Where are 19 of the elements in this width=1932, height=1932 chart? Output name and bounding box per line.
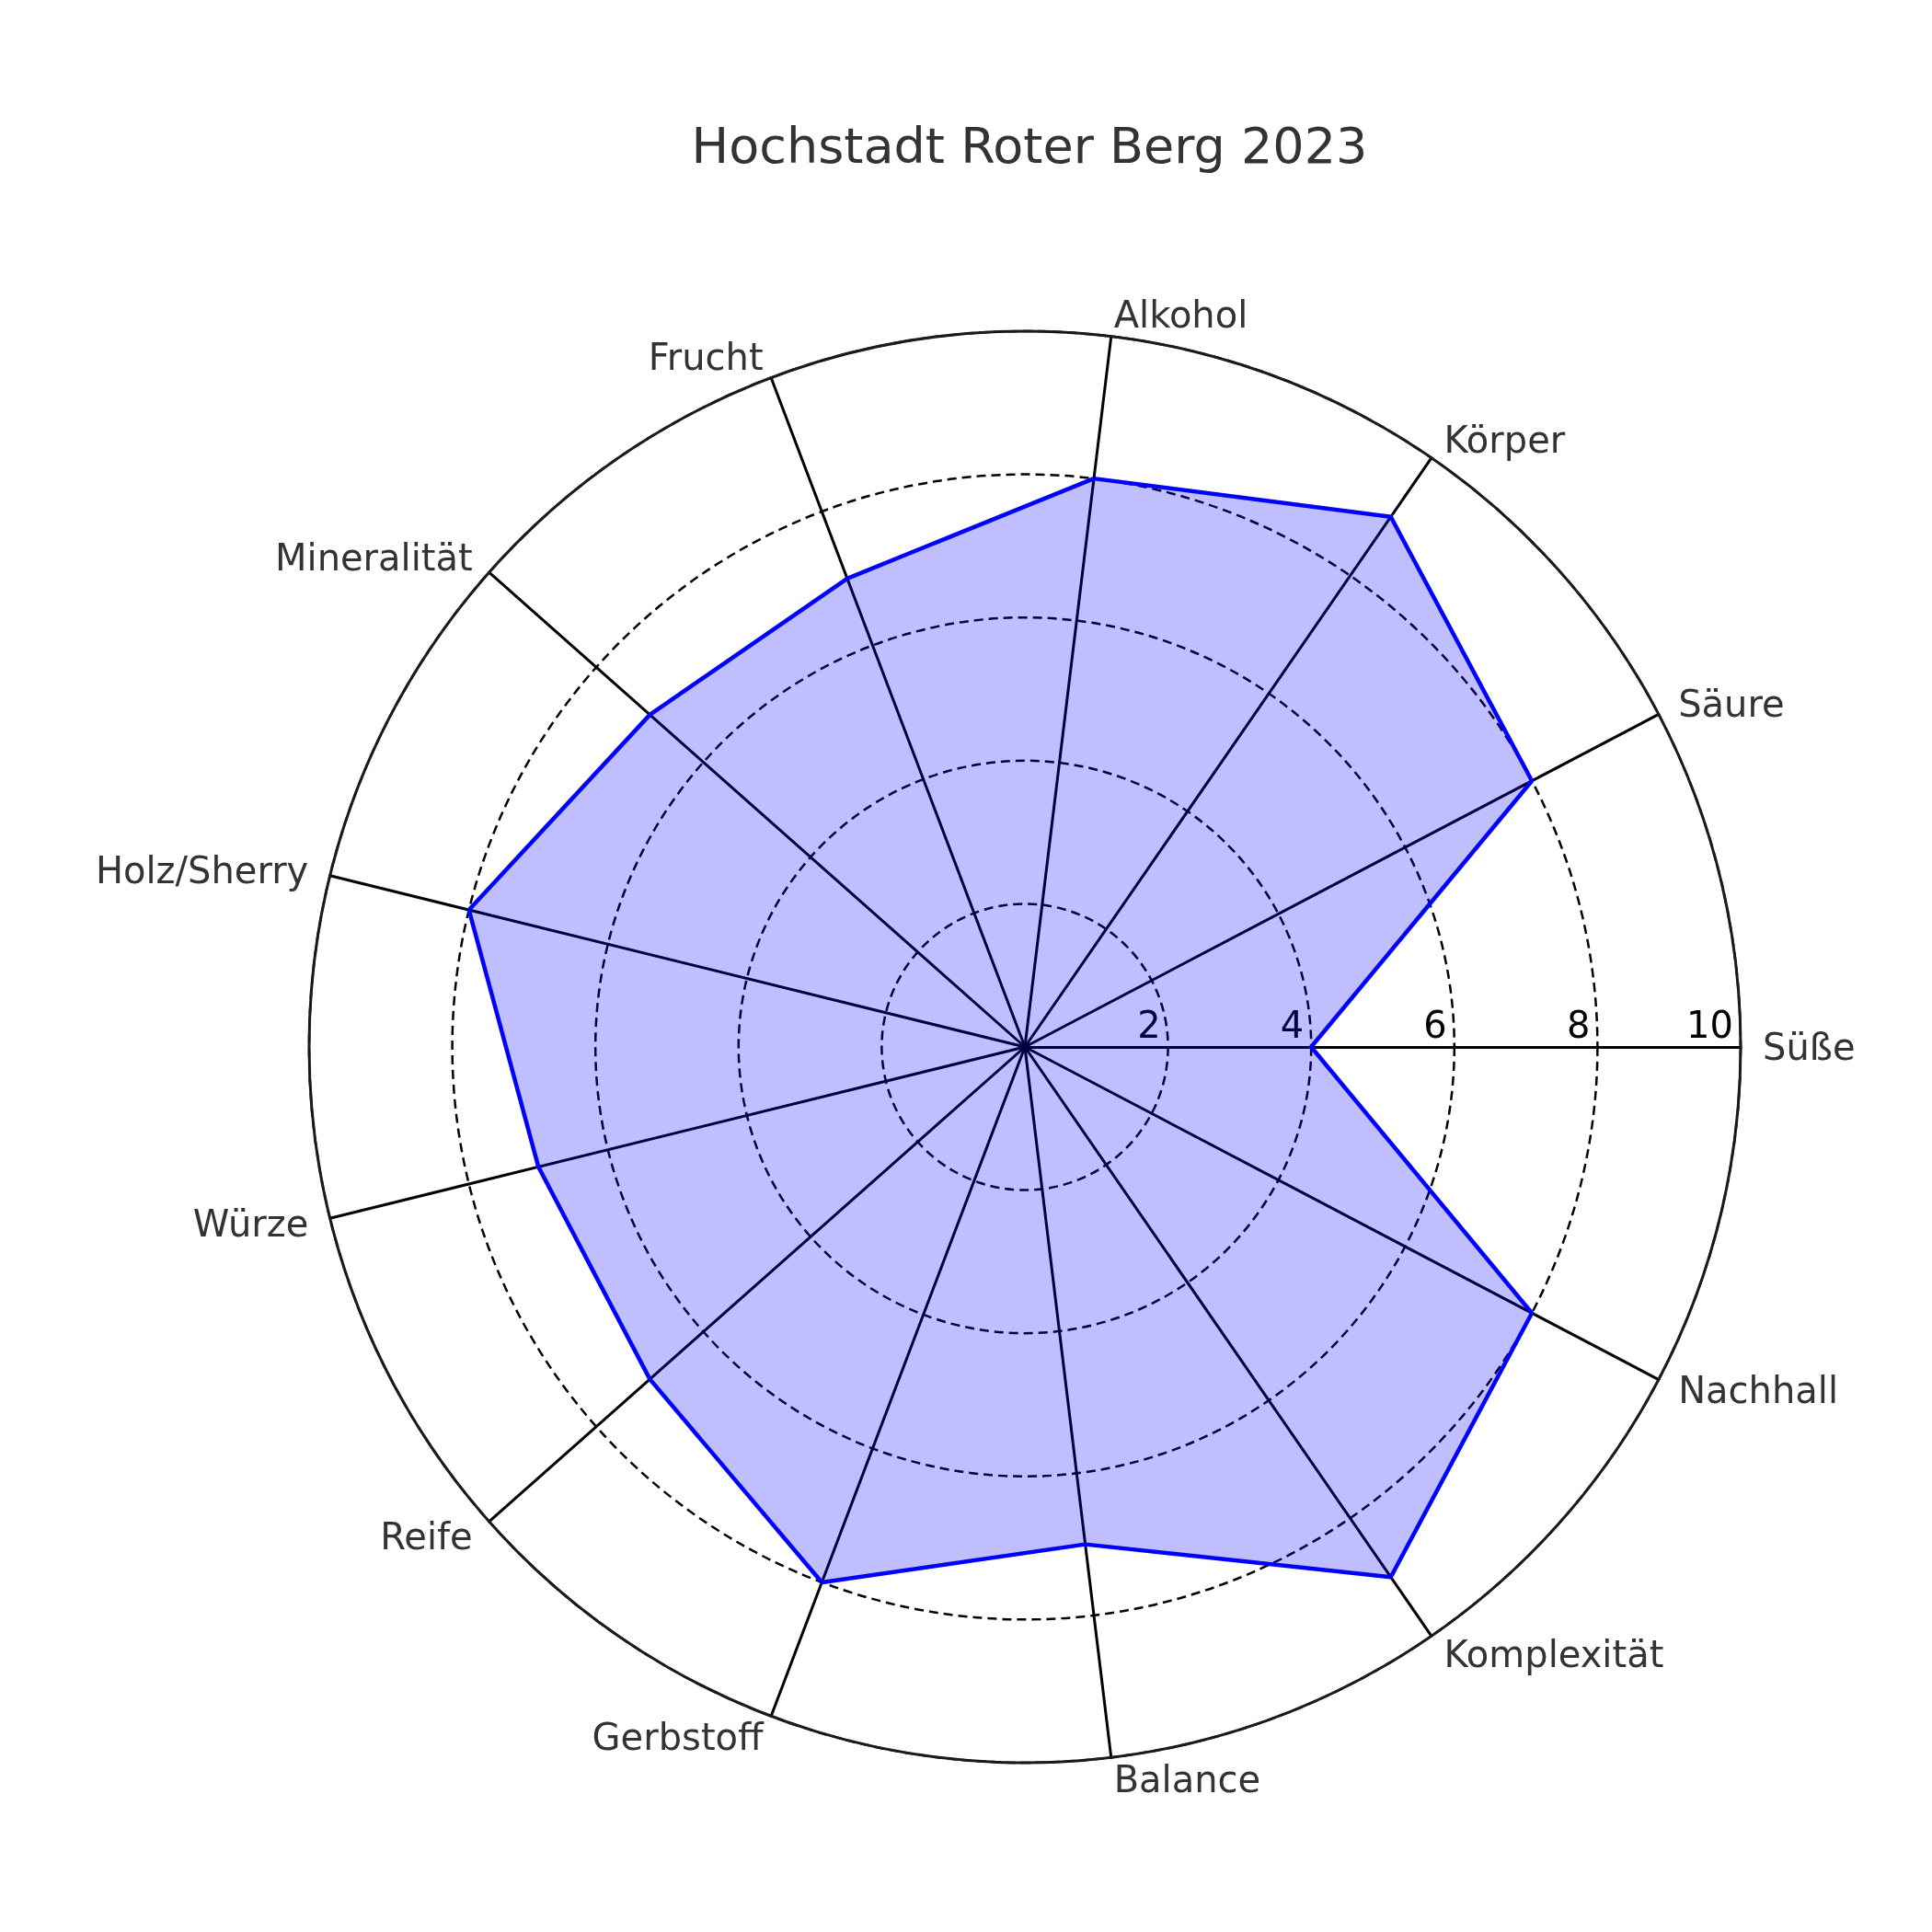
spoke-label: Komplexität <box>1443 1633 1664 1676</box>
spoke-label: Gerbstoff <box>592 1715 765 1758</box>
y-tick-label: 4 <box>1280 1004 1305 1046</box>
spoke-label: Säure <box>1678 683 1785 726</box>
spoke-label: Alkohol <box>1113 293 1248 336</box>
y-tick-label: 6 <box>1423 1004 1447 1046</box>
y-tick-label: 10 <box>1686 1004 1733 1046</box>
y-tick-label: 2 <box>1137 1004 1161 1046</box>
spoke-label: Reife <box>380 1514 473 1558</box>
spoke-label: Würze <box>192 1202 309 1245</box>
spoke-label: Mineralität <box>275 536 473 580</box>
spoke-label: Balance <box>1113 1758 1261 1801</box>
spoke-label: Frucht <box>648 336 764 379</box>
spoke-label: Körper <box>1443 418 1566 461</box>
chart-title: Hochstadt Roter Berg 2023 <box>691 116 1368 175</box>
spoke-label: Nachhall <box>1678 1368 1839 1411</box>
spoke-label: Holz/Sherry <box>95 849 309 892</box>
spoke-label: Süße <box>1763 1026 1856 1068</box>
y-tick-label: 8 <box>1566 1004 1591 1046</box>
